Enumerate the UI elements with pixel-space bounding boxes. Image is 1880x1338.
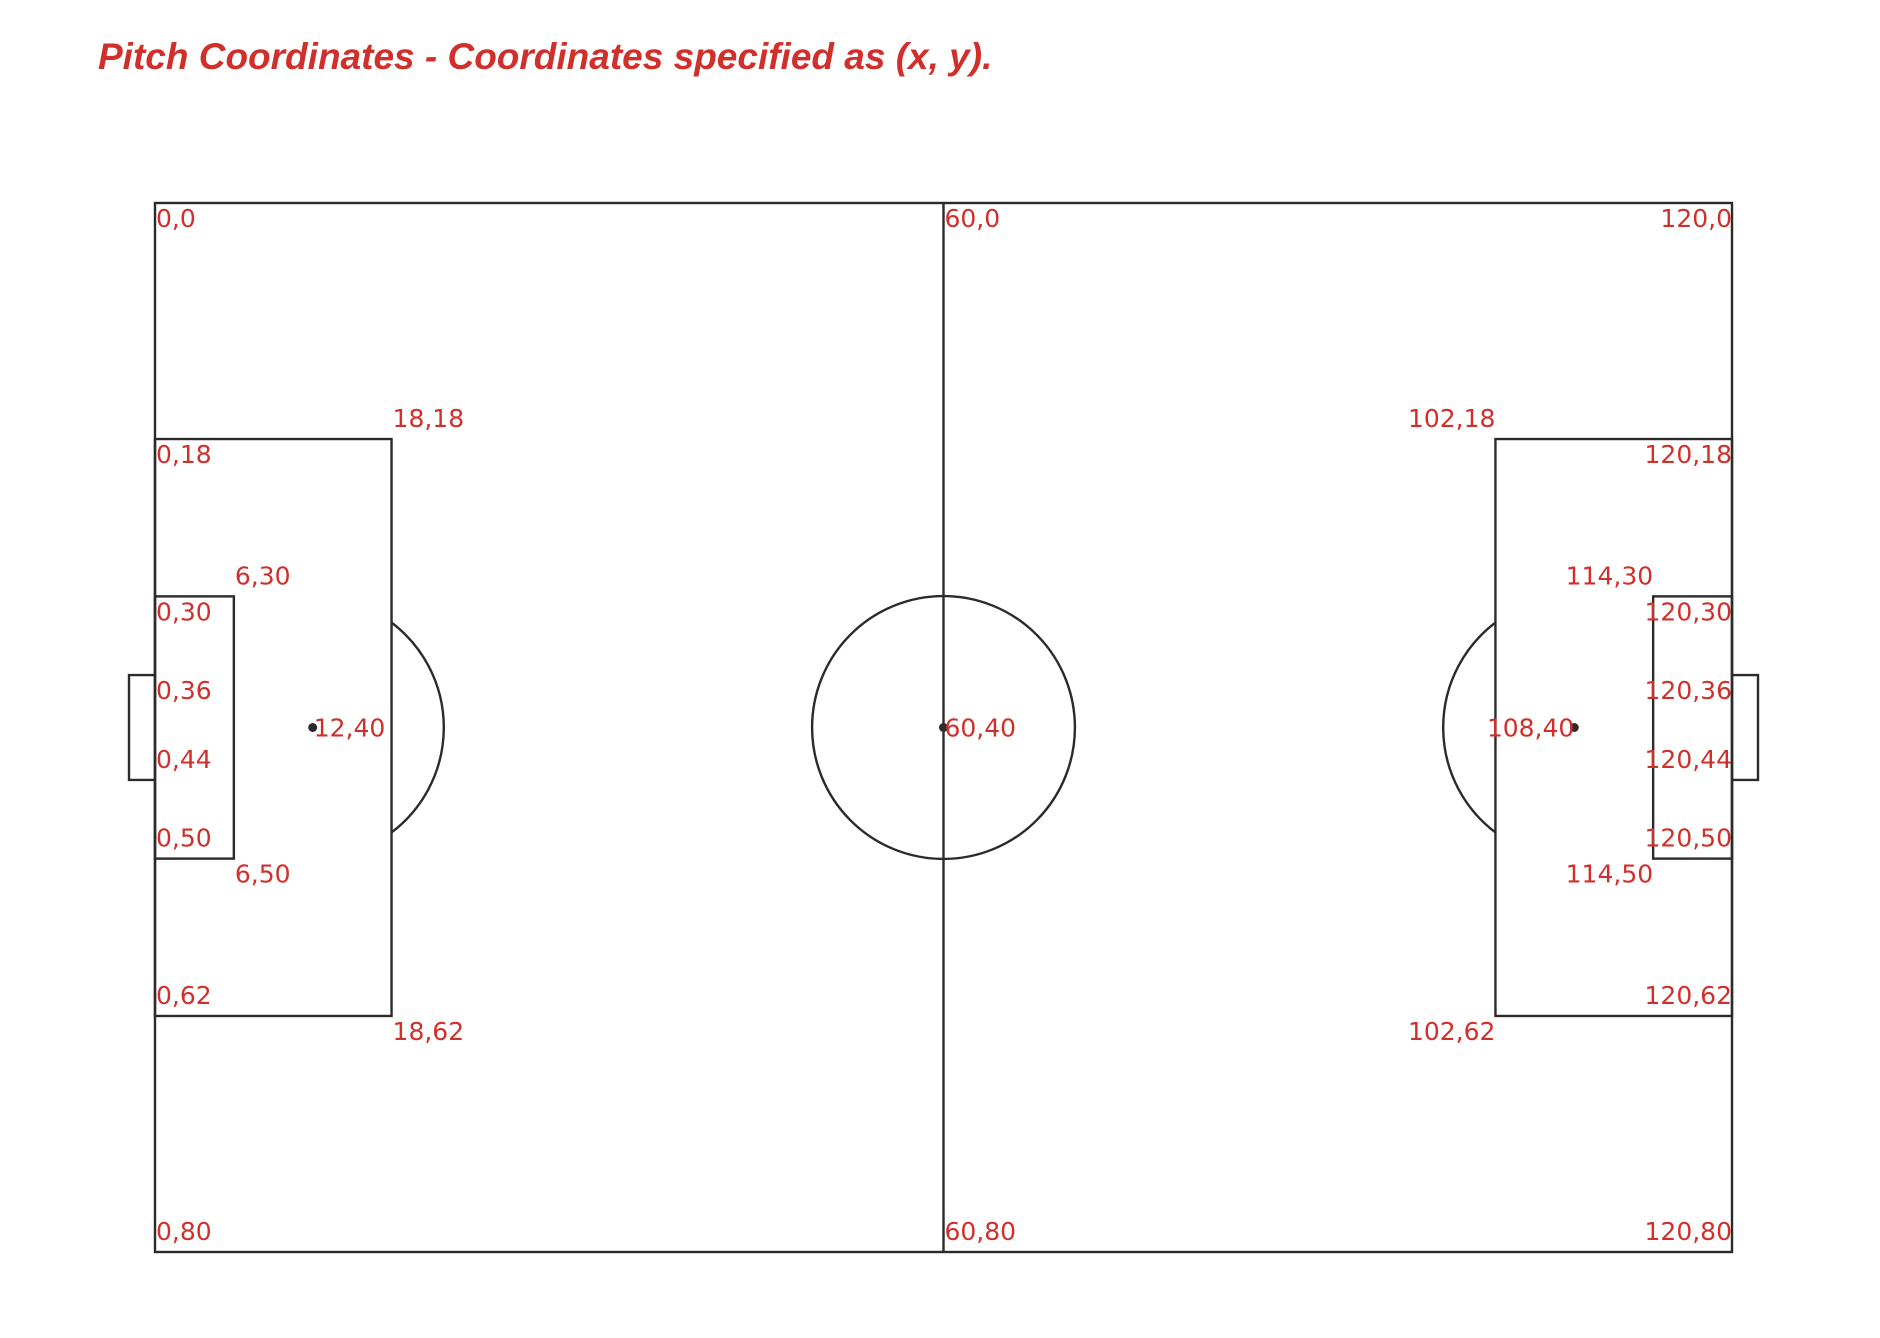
- coordinate-label: 108,40: [1487, 714, 1574, 743]
- coordinate-label: 120,30: [1645, 597, 1732, 626]
- page-title: Pitch Coordinates - Coordinates specifie…: [98, 36, 993, 77]
- coordinate-label: 120,0: [1660, 204, 1732, 233]
- coordinate-label: 102,62: [1408, 1017, 1495, 1046]
- right-penalty-spot: [1569, 723, 1579, 732]
- coordinate-label: 0,30: [156, 597, 212, 626]
- coordinate-label: 114,50: [1566, 860, 1653, 889]
- coordinate-label: 0,0: [156, 204, 196, 233]
- right-goal: [1732, 673, 1760, 782]
- coordinate-label: 114,30: [1566, 561, 1653, 590]
- left-penalty-spot: [308, 723, 318, 732]
- coordinate-label: 120,44: [1645, 745, 1732, 774]
- coordinate-label: 0,36: [156, 676, 212, 705]
- coordinate-label: 102,18: [1408, 404, 1495, 433]
- coordinate-label: 18,18: [393, 404, 465, 433]
- coordinate-label: 60,80: [945, 1217, 1017, 1246]
- coordinate-label: 6,50: [235, 860, 291, 889]
- coordinate-label: 0,18: [156, 440, 212, 469]
- coordinate-labels: 0,0 60,0 120,0 18,18 0,18 102,18 120,18 6,30 0,3…: [156, 204, 1732, 1246]
- center-spot: [939, 723, 948, 732]
- pitch-lines: [127, 201, 1760, 1254]
- coordinate-label: 0,80: [156, 1217, 212, 1246]
- right-six-yard-box: [1651, 595, 1734, 860]
- left-six-yard-box: [153, 595, 236, 860]
- coordinate-label: 18,62: [393, 1017, 465, 1046]
- coordinate-label: 120,62: [1645, 981, 1732, 1010]
- coordinate-label: 0,62: [156, 981, 212, 1010]
- left-penalty-arc: [390, 621, 446, 834]
- coordinate-label: 120,80: [1645, 1217, 1732, 1246]
- coordinate-label: 6,30: [235, 561, 291, 590]
- coordinate-label: 120,36: [1645, 676, 1732, 705]
- right-penalty-arc: [1441, 621, 1497, 834]
- coordinate-label: 0,50: [156, 824, 212, 853]
- center-circle: [810, 594, 1077, 861]
- coordinate-label: 60,0: [945, 204, 1001, 233]
- coordinate-label: 0,44: [156, 745, 212, 774]
- coordinate-label: 120,50: [1645, 824, 1732, 853]
- coordinate-label: 60,40: [945, 714, 1017, 743]
- coordinate-label: 12,40: [314, 714, 386, 743]
- coordinate-label: 120,18: [1645, 440, 1732, 469]
- left-goal: [127, 673, 155, 782]
